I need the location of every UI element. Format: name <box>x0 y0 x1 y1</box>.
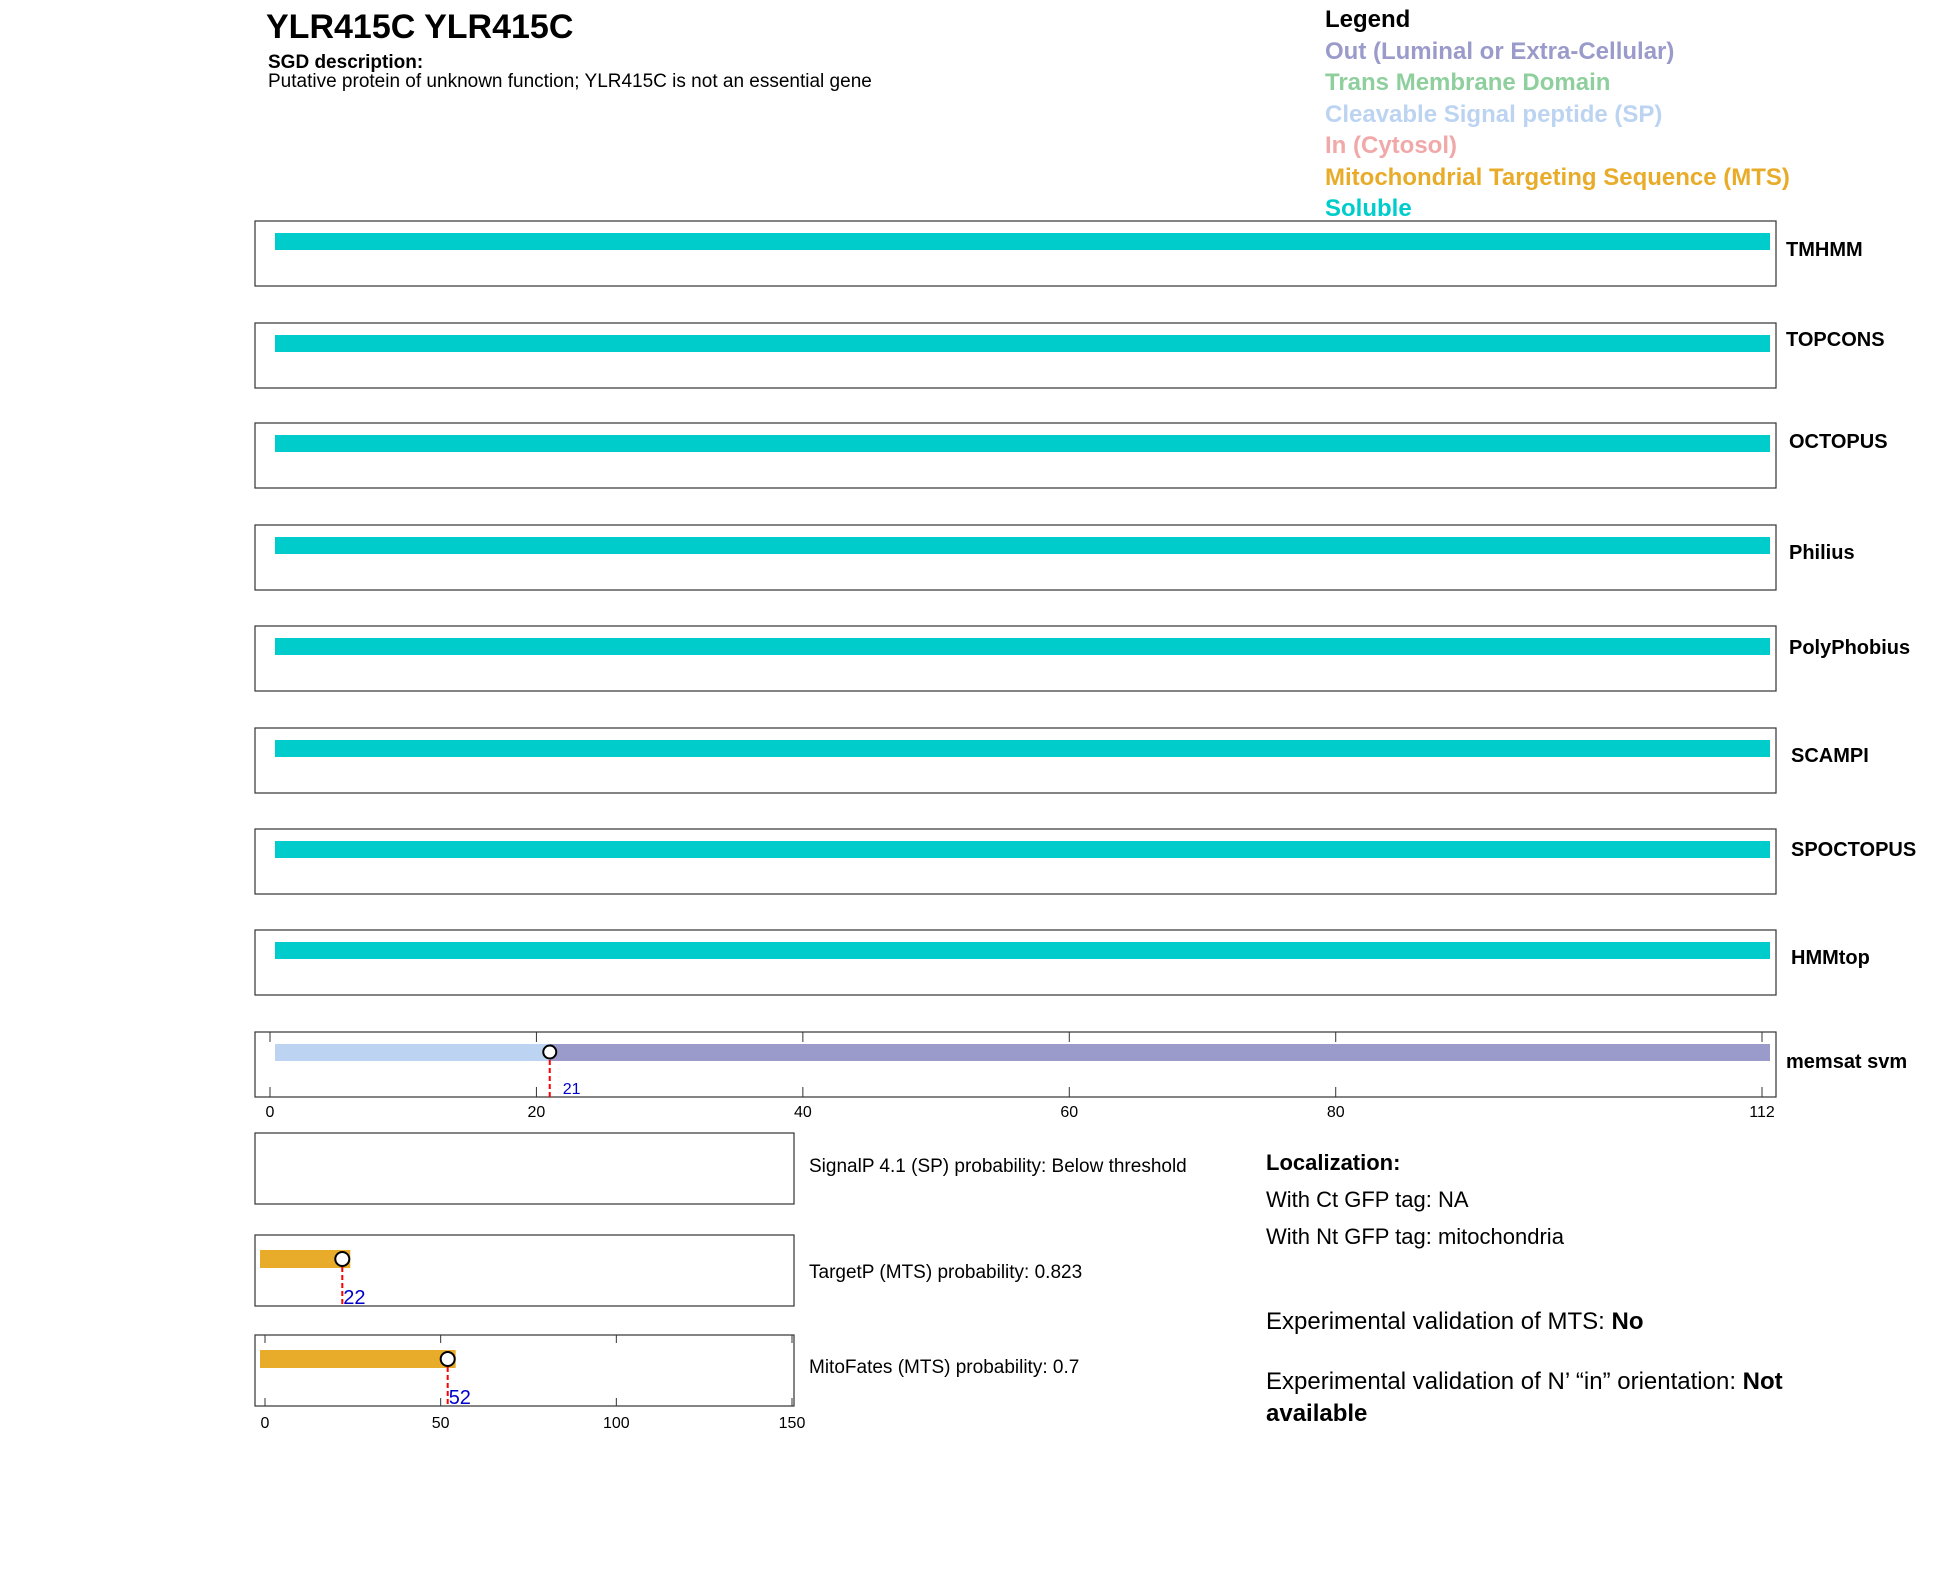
targeting-row-label: TargetP (MTS) probability: 0.823 <box>809 1262 1082 1283</box>
mts-site-marker <box>334 1251 351 1267</box>
sgd-description-label: SGD description: <box>268 52 424 73</box>
topology-segment-soluble <box>275 335 1770 352</box>
legend-item-in: In (Cytosol) <box>1325 132 1457 159</box>
cleavage-marker <box>542 1044 558 1060</box>
predictor-label: TOPCONS <box>1786 329 1885 351</box>
predictor-label: memsat svm <box>1786 1051 1907 1073</box>
mts-bar <box>260 1350 456 1368</box>
mts-validation-label: Experimental validation of MTS: <box>1266 1308 1612 1335</box>
axis-tick-label: 0 <box>266 1104 275 1121</box>
mts-validation-value: No <box>1611 1308 1644 1335</box>
localization-ct: With Ct GFP tag: NA <box>1266 1187 1469 1212</box>
targeting-frame <box>254 1234 795 1307</box>
targeting-row-label: MitoFates (MTS) probability: 0.7 <box>809 1357 1079 1378</box>
legend-item-out: Out (Luminal or Extra-Cellular) <box>1325 38 1675 65</box>
mts-validation: Experimental validation of MTS: No <box>1266 1306 1866 1338</box>
sgd-description-text: Putative protein of unknown function; YL… <box>268 71 872 92</box>
predictor-label: SCAMPI <box>1791 745 1869 767</box>
localization-title: Localization: <box>1266 1150 1401 1175</box>
axis-tick-label: 40 <box>794 1104 812 1121</box>
axis-tick-label: 112 <box>1749 1104 1775 1121</box>
cleavage-site-label: 21 <box>563 1081 581 1098</box>
topology-segment-soluble <box>275 638 1770 655</box>
targeting-frame <box>254 1132 795 1205</box>
axis-tick-label: 80 <box>1327 1104 1345 1121</box>
mts-bar <box>260 1250 351 1268</box>
predictor-label: TMHMM <box>1786 239 1863 261</box>
predictor-label: Philius <box>1789 542 1855 564</box>
axis-tick-label: 50 <box>432 1415 450 1432</box>
predictor-frame <box>254 220 1777 287</box>
axis-tick-label: 20 <box>528 1104 546 1121</box>
orientation-validation-label: Experimental validation of N’ “in” orien… <box>1266 1368 1743 1395</box>
predictor-frame <box>254 828 1777 895</box>
mts-site-label: 52 <box>449 1387 471 1409</box>
orientation-validation-value: Not available <box>1266 1368 1783 1427</box>
legend-item-tm: Trans Membrane Domain <box>1325 69 1611 96</box>
targeting-row-label: SignalP 4.1 (SP) probability: Below thre… <box>809 1156 1187 1177</box>
topology-segment-soluble <box>275 841 1770 858</box>
orientation-validation: Experimental validation of N’ “in” orien… <box>1266 1366 1866 1430</box>
axis-tick-label: 100 <box>603 1415 630 1432</box>
predictor-label: HMMtop <box>1791 947 1870 969</box>
localization-nt: With Nt GFP tag: mitochondria <box>1266 1224 1564 1249</box>
mts-site-label: 22 <box>343 1287 365 1309</box>
legend-item-mts: Mitochondrial Targeting Sequence (MTS) <box>1325 164 1790 191</box>
predictor-label: PolyPhobius <box>1789 637 1910 659</box>
axis-tick-label: 0 <box>261 1415 270 1432</box>
predictor-frame <box>254 422 1777 489</box>
topology-segment-out <box>549 1044 1770 1061</box>
topology-segment-soluble <box>275 740 1770 757</box>
predictor-frame <box>254 929 1777 996</box>
mts-site-marker <box>439 1351 456 1367</box>
topology-segment-soluble <box>275 435 1770 452</box>
legend-item-soluble: Soluble <box>1325 195 1412 222</box>
legend-item-signal: Cleavable Signal peptide (SP) <box>1325 101 1663 128</box>
predictor-label: SPOCTOPUS <box>1791 839 1916 861</box>
topology-segment-soluble <box>275 942 1770 959</box>
axis-tick-label: 60 <box>1060 1104 1078 1121</box>
page-title: YLR415C YLR415C <box>266 8 574 46</box>
targeting-frame <box>254 1334 795 1407</box>
predictor-frame <box>254 625 1777 692</box>
topology-segment-signal <box>275 1044 550 1061</box>
predictor-frame <box>254 727 1777 794</box>
predictor-frame <box>254 322 1777 389</box>
topology-segment-soluble <box>275 233 1770 250</box>
predictor-label: OCTOPUS <box>1789 431 1888 453</box>
legend-title: Legend <box>1325 6 1411 33</box>
axis-tick-label: 150 <box>779 1415 806 1432</box>
topology-segment-soluble <box>275 537 1770 554</box>
predictor-frame <box>254 524 1777 591</box>
predictor-frame <box>254 1031 1777 1098</box>
